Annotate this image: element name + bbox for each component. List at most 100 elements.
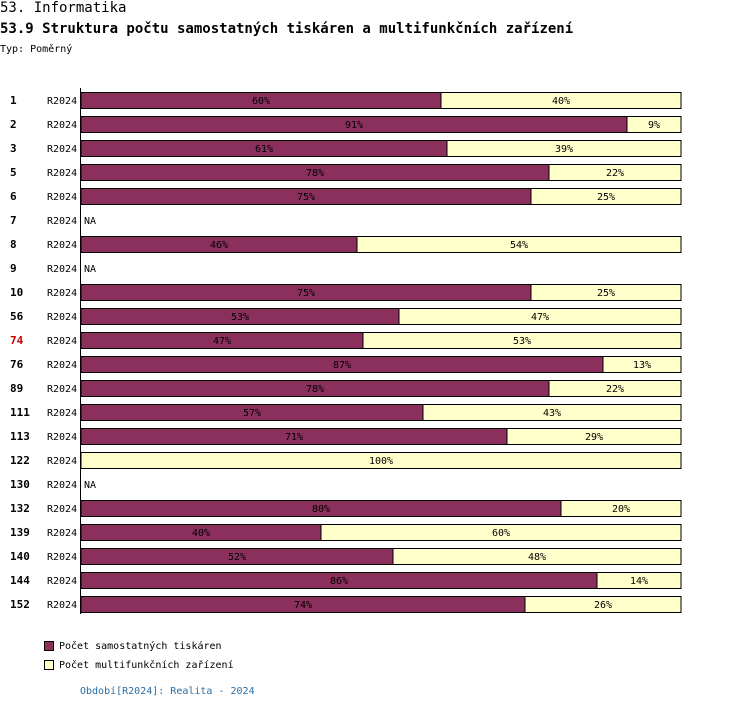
data-label: 48% bbox=[528, 552, 546, 563]
period-label: R2024 bbox=[47, 504, 77, 515]
data-label: 57% bbox=[243, 408, 261, 419]
data-label: 29% bbox=[585, 432, 603, 443]
bar-segment-multifunction bbox=[548, 164, 682, 181]
period-label: R2024 bbox=[47, 408, 77, 419]
data-label: 9% bbox=[648, 120, 660, 131]
category-label: 152 bbox=[10, 598, 30, 611]
legend-label-printers: Počet samostatných tiskáren bbox=[59, 641, 222, 652]
data-label: 87% bbox=[333, 360, 351, 371]
chart-type-label: Typ: Poměrný bbox=[0, 44, 73, 55]
period-label: R2024 bbox=[47, 96, 77, 107]
category-label: 144 bbox=[10, 574, 30, 587]
data-label: 14% bbox=[630, 576, 648, 587]
bar-segment-multifunction bbox=[530, 284, 682, 301]
bar-segment-multifunction bbox=[602, 356, 682, 373]
data-label: 13% bbox=[633, 360, 651, 371]
na-label: NA bbox=[84, 216, 96, 227]
legend-swatch-printers bbox=[44, 641, 54, 651]
category-label: 140 bbox=[10, 550, 30, 563]
na-label: NA bbox=[84, 480, 96, 491]
category-label: 113 bbox=[10, 430, 30, 443]
bar-segment-multifunction bbox=[422, 404, 682, 421]
data-label: 61% bbox=[255, 144, 273, 155]
bar-segment-multifunction bbox=[320, 524, 682, 541]
bar-segment-multifunction bbox=[80, 452, 682, 469]
period-label: R2024 bbox=[47, 168, 77, 179]
bar-segment-multifunction bbox=[506, 428, 682, 445]
data-label: 78% bbox=[306, 168, 324, 179]
category-label: 132 bbox=[10, 502, 30, 515]
legend-swatch-multifunction bbox=[44, 660, 54, 670]
data-label: 91% bbox=[345, 120, 363, 131]
legend-item-multifunction: Počet multifunkčních zařízení bbox=[44, 660, 234, 671]
data-label: 52% bbox=[228, 552, 246, 563]
bar-segment-multifunction bbox=[626, 116, 682, 133]
data-label: 22% bbox=[606, 384, 624, 395]
bar-segment-multifunction bbox=[440, 92, 682, 109]
category-label: 1 bbox=[10, 94, 17, 107]
period-label: R2024 bbox=[47, 336, 77, 347]
bar-segment-multifunction bbox=[446, 140, 682, 157]
data-label: 25% bbox=[597, 288, 615, 299]
category-label: 5 bbox=[10, 166, 17, 179]
category-label: 6 bbox=[10, 190, 17, 203]
period-label: R2024 bbox=[47, 576, 77, 587]
period-label: R2024 bbox=[47, 288, 77, 299]
period-label: R2024 bbox=[47, 264, 77, 275]
period-label: R2024 bbox=[47, 120, 77, 131]
na-label: NA bbox=[84, 264, 96, 275]
data-label: 60% bbox=[492, 528, 510, 539]
data-label: 43% bbox=[543, 408, 561, 419]
category-label: 89 bbox=[10, 382, 23, 395]
bar-segment-multifunction bbox=[596, 572, 682, 589]
period-label: R2024 bbox=[47, 552, 77, 563]
period-label: R2024 bbox=[47, 192, 77, 203]
period-label: R2024 bbox=[47, 384, 77, 395]
category-label: 111 bbox=[10, 406, 30, 419]
data-label: 100% bbox=[369, 456, 393, 467]
category-label: 122 bbox=[10, 454, 30, 467]
bar-segment-multifunction bbox=[398, 308, 682, 325]
data-label: 60% bbox=[252, 96, 270, 107]
data-label: 78% bbox=[306, 384, 324, 395]
data-label: 20% bbox=[612, 504, 630, 515]
period-label: R2024 bbox=[47, 480, 77, 491]
data-label: 25% bbox=[597, 192, 615, 203]
data-label: 54% bbox=[510, 240, 528, 251]
data-label: 75% bbox=[297, 192, 315, 203]
bar-segment-multifunction bbox=[362, 332, 682, 349]
data-label: 46% bbox=[210, 240, 228, 251]
period-label: R2024 bbox=[47, 360, 77, 371]
chart-title: 53.9 Struktura počtu samostatných tiskár… bbox=[0, 21, 574, 37]
period-note: Období[R2024]: Realita - 2024 bbox=[80, 686, 255, 697]
category-label: 56 bbox=[10, 310, 24, 323]
data-label: 53% bbox=[513, 336, 531, 347]
data-label: 39% bbox=[555, 144, 573, 155]
category-label: 9 bbox=[10, 262, 17, 275]
bar-segment-multifunction bbox=[530, 188, 682, 205]
data-label: 80% bbox=[312, 504, 330, 515]
category-label: 3 bbox=[10, 142, 17, 155]
data-label: 47% bbox=[531, 312, 549, 323]
bar-segment-multifunction bbox=[548, 380, 682, 397]
legend-item-printers: Počet samostatných tiskáren bbox=[44, 641, 222, 652]
data-label: 71% bbox=[285, 432, 303, 443]
data-label: 86% bbox=[330, 576, 348, 587]
category-label: 10 bbox=[10, 286, 23, 299]
legend-label-multifunction: Počet multifunkčních zařízení bbox=[59, 660, 234, 671]
period-label: R2024 bbox=[47, 600, 77, 611]
category-label: 76 bbox=[10, 358, 24, 371]
period-label: R2024 bbox=[47, 216, 77, 227]
section-title: 53. Informatika bbox=[0, 0, 127, 16]
category-label: 2 bbox=[10, 118, 17, 131]
data-label: 53% bbox=[231, 312, 249, 323]
bar-segment-multifunction bbox=[524, 596, 682, 613]
category-label: 130 bbox=[10, 478, 30, 491]
data-label: 74% bbox=[294, 600, 312, 611]
category-label: 74 bbox=[10, 334, 24, 347]
category-label: 8 bbox=[10, 238, 17, 251]
data-label: 47% bbox=[213, 336, 231, 347]
data-label: 40% bbox=[192, 528, 210, 539]
period-label: R2024 bbox=[47, 144, 77, 155]
data-label: 75% bbox=[297, 288, 315, 299]
